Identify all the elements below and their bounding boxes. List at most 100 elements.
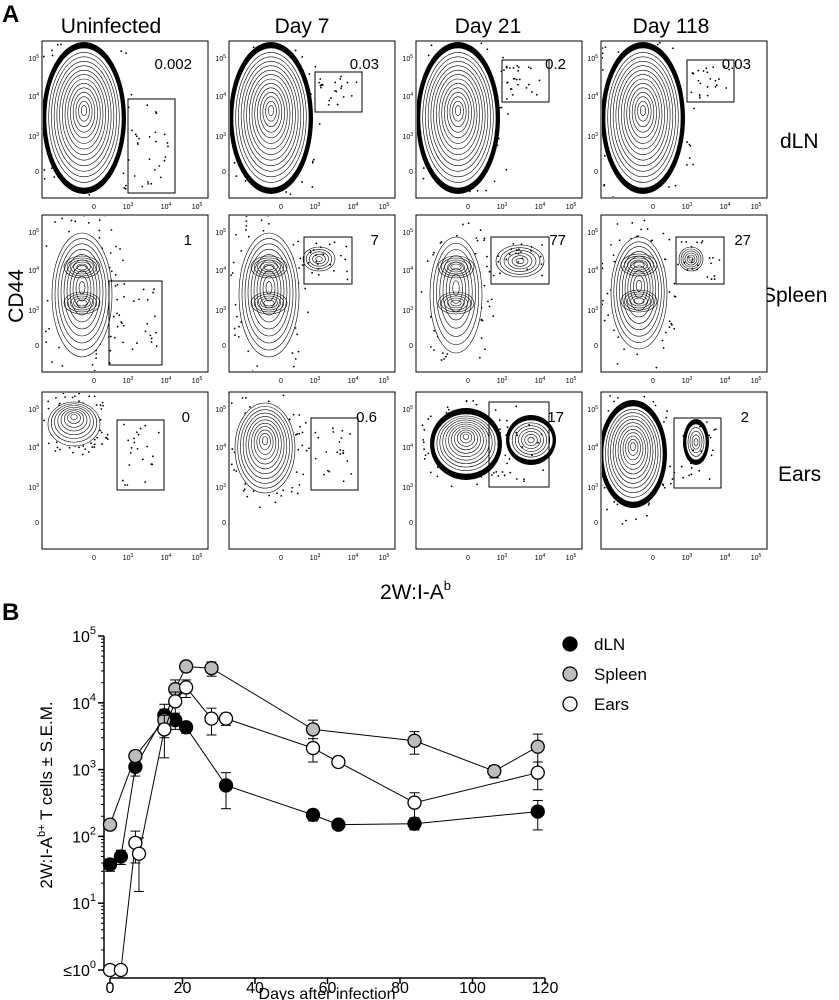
flow-x-tick-label: 104 [535, 202, 546, 211]
flow-event-dot [39, 408, 41, 410]
flow-event-dot [444, 202, 446, 204]
flow-x-tick-label: 104 [720, 376, 731, 385]
flow-contour-line [684, 252, 698, 266]
flow-event-dot [525, 86, 528, 89]
flow-event-dot [613, 500, 616, 503]
flow-x-tick-exponent: 5 [574, 202, 577, 208]
flow-contour-line [57, 406, 91, 436]
column-headers: Uninfected Day 7 Day 21 Day 118 [61, 15, 710, 38]
flow-event-dot [619, 501, 622, 504]
flow-event-dot [527, 83, 530, 86]
flow-event-dot [317, 436, 320, 439]
flow-event-dot [38, 413, 40, 415]
flow-event-dot [516, 83, 519, 86]
flow-event-dot [603, 184, 605, 187]
flow-plot-r1-c1: 0 103 104 105 0 103 104 105 7 [215, 206, 396, 385]
legend-marker [562, 636, 578, 652]
flow-event-dot [355, 81, 358, 84]
flow-event-dot [440, 241, 443, 243]
flow-event-dot [712, 66, 715, 69]
flow-y-tick-exponent: 4 [595, 92, 598, 98]
flow-y-tick-exponent: 5 [595, 228, 598, 234]
flow-event-dot [94, 212, 96, 214]
flow-event-dot [265, 206, 267, 208]
flow-event-dot [32, 125, 34, 127]
flow-event-dot [133, 441, 136, 444]
flow-event-dot [602, 262, 604, 265]
flow-event-dot [507, 113, 509, 115]
flow-event-dot [110, 229, 113, 231]
flow-event-dot [423, 428, 426, 431]
flow-event-dot [690, 473, 693, 476]
flow-x-tick-exponent: 5 [574, 376, 577, 382]
flow-event-dot [294, 433, 297, 436]
flow-event-dot [100, 431, 103, 434]
flow-y-tick-exponent: 4 [223, 266, 226, 272]
flow-contour-line [56, 65, 112, 167]
flow-contour-line [247, 248, 291, 337]
flow-event-dot [154, 140, 157, 143]
flow-event-dot [329, 263, 332, 266]
flow-event-dot [518, 248, 520, 251]
flow-gate [310, 417, 359, 491]
flow-event-dot [413, 168, 415, 170]
flow-event-dot [598, 462, 600, 464]
flow-event-dot [517, 69, 520, 72]
flow-event-dot [325, 451, 328, 453]
flow-event-dot [152, 455, 154, 458]
flow-contour-line [511, 255, 529, 267]
flow-event-dot [505, 65, 508, 68]
flow-x-axis-label: 2W:I-Ab [380, 578, 451, 604]
flow-contour-line [607, 412, 659, 493]
flow-event-dot [146, 445, 149, 448]
flow-y-tick-label: 105 [402, 228, 413, 237]
flow-event-dot [598, 472, 600, 474]
flow-y-tick-label: 0 [222, 520, 226, 527]
flow-event-dot [323, 473, 325, 476]
flow-y-tick-label: 103 [28, 483, 39, 492]
flow-event-dot [706, 276, 709, 278]
flow-event-dot [296, 333, 299, 336]
flow-event-dot [487, 300, 489, 303]
flow-event-dot [59, 448, 61, 451]
flow-contour-line [607, 52, 679, 183]
flow-event-dot [515, 249, 518, 251]
flow-event-dot [669, 482, 672, 485]
flow-contour-lobe [620, 289, 658, 313]
flow-event-dot [598, 486, 600, 488]
flow-contour-line [422, 52, 494, 183]
flow-contour-line [250, 254, 288, 330]
flow-y-tick-label: 105 [402, 405, 413, 414]
flow-event-dot [235, 175, 238, 178]
flow-x-tick-exponent: 4 [356, 376, 359, 382]
data-point [178, 659, 194, 674]
flow-event-dot [149, 334, 152, 337]
flow-contour-line [436, 415, 496, 471]
flow-event-dot [141, 458, 144, 461]
flow-event-dot [503, 69, 505, 72]
flow-contour-line [524, 433, 538, 447]
flow-contour-line [439, 417, 493, 468]
flow-contour-line [634, 96, 652, 128]
flow-event-dot [122, 172, 125, 175]
flow-event-dot [668, 186, 670, 188]
flow-contour-line [69, 265, 95, 316]
flow-contour-line [72, 91, 96, 133]
flow-contour-line [630, 442, 636, 451]
flow-y-tick-label: 0 [594, 343, 598, 350]
flow-y-tick-label: 103 [587, 483, 598, 492]
flow-event-dot [517, 66, 520, 69]
flow-contour-lobe [263, 263, 275, 271]
flow-x-tick-label: 0 [466, 378, 470, 385]
flow-event-dot [541, 274, 543, 277]
flow-event-dot [423, 457, 426, 460]
flow-event-dot [693, 107, 695, 110]
flow-event-dot [712, 256, 714, 259]
flow-event-dot [146, 322, 149, 325]
flow-event-dot [413, 54, 415, 56]
flow-event-dot [98, 236, 101, 239]
flow-event-dot [441, 352, 444, 355]
flow-contour-line [259, 91, 283, 133]
flow-event-dot [258, 506, 261, 509]
flow-event-dot [130, 446, 133, 449]
